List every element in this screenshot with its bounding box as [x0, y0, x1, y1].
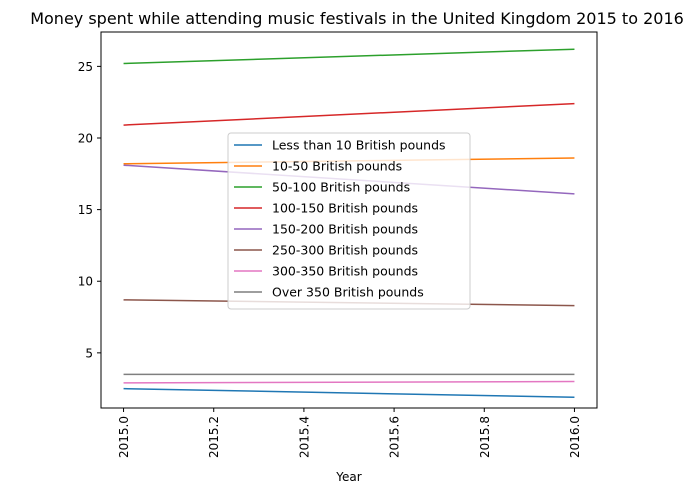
y-tick-label: 5 — [85, 346, 93, 360]
x-tick-label: 2015.4 — [297, 416, 311, 458]
series-line-1 — [123, 387, 575, 399]
legend-label: 10-50 British pounds — [272, 159, 402, 174]
y-tick-label: 10 — [78, 275, 93, 289]
x-tick-label: 2015.8 — [478, 416, 492, 458]
y-tick-label: 15 — [78, 203, 93, 217]
y-axis: 5 10 15 20 25 — [78, 60, 101, 360]
legend-box — [227, 132, 471, 310]
legend-label: 100-150 British pounds — [272, 201, 418, 216]
legend-label: 300-350 British pounds — [272, 264, 418, 279]
y-tick-label: 25 — [78, 60, 93, 74]
x-tick-label: 2016.0 — [568, 416, 582, 458]
x-tick-label: 2015.6 — [388, 416, 402, 458]
x-tick-label: 2015.2 — [207, 416, 221, 458]
legend-label: Over 350 British pounds — [272, 285, 424, 300]
series-line-4 — [123, 102, 575, 126]
legend-label: 150-200 British pounds — [272, 222, 418, 237]
legend: Less than 10 British pounds 10-50 British… — [227, 132, 471, 310]
y-tick-label: 20 — [78, 131, 93, 145]
plot-frame — [100, 31, 598, 409]
legend-label: Less than 10 British pounds — [272, 138, 446, 153]
chart-title: Money spent while attending music festiv… — [30, 9, 684, 28]
series-line-7 — [123, 380, 575, 384]
x-axis-label: Year — [335, 470, 361, 484]
x-tick-label: 2015.0 — [117, 416, 131, 458]
x-axis: 2015.0 2015.2 2015.4 2015.6 2015.8 2016.0 — [117, 408, 582, 458]
legend-label: 250-300 British pounds — [272, 243, 418, 258]
legend-label: 50-100 British pounds — [272, 180, 410, 195]
series-line-3 — [123, 48, 575, 65]
